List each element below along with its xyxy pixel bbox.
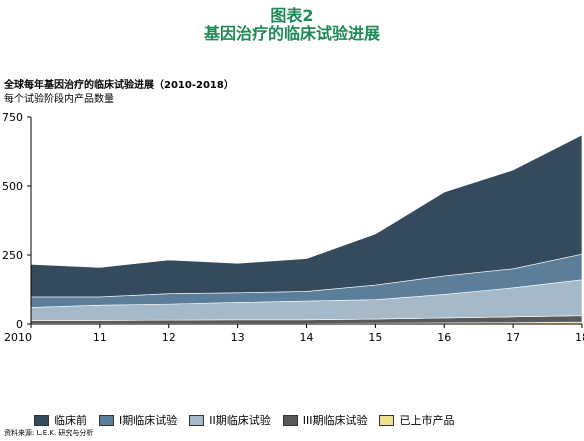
x-tick-label: 2010 <box>4 331 32 344</box>
legend-label: III期临床试验 <box>302 414 368 427</box>
y-tick-label: 500 <box>2 180 23 193</box>
x-tick-label: 13 <box>231 331 245 344</box>
legend-label: 临床前 <box>54 414 87 427</box>
chart-subtitle: 每个试验阶段内产品数量 <box>4 94 114 105</box>
x-tick-label: 12 <box>162 331 176 344</box>
legend-label: 已上市产品 <box>399 414 455 427</box>
x-tick-label: 14 <box>300 331 314 344</box>
figure-title: 基因治疗的临床试验进展 <box>203 24 380 43</box>
legend-item: 已上市产品 <box>379 412 454 428</box>
legend-item: II期临床试验 <box>189 412 271 428</box>
legend-item: III期临床试验 <box>282 412 368 428</box>
legend-item: I期临床试验 <box>99 412 177 428</box>
legend-swatch <box>99 414 114 426</box>
legend-swatch <box>34 414 49 426</box>
chart-legend: 临床前 I期临床试验 II期临床试验 III期临床试验 已上市产品 <box>34 412 466 428</box>
x-tick-label: 15 <box>368 331 382 344</box>
legend-label: II期临床试验 <box>209 414 271 427</box>
x-tick-label: 16 <box>437 331 451 344</box>
legend-swatch <box>379 414 395 426</box>
y-tick-label: 250 <box>2 249 23 262</box>
x-tick-label: 18 <box>575 331 584 344</box>
figure-number: 图表2 <box>270 6 314 25</box>
legend-swatch <box>282 414 298 426</box>
legend-item: 临床前 <box>34 412 87 428</box>
x-tick-label: 11 <box>93 331 107 344</box>
y-tick-label: 750 <box>2 111 23 124</box>
legend-label: I期临床试验 <box>119 414 178 427</box>
x-tick-label: 17 <box>506 331 520 344</box>
y-tick-label: 0 <box>16 318 23 331</box>
source-note: 资料来源: L.E.K. 研究与分析 <box>4 429 94 437</box>
legend-swatch <box>189 414 205 426</box>
chart-title: 全球每年基因治疗的临床试验进展（2010-2018） <box>4 80 234 91</box>
area-series-4 <box>30 134 583 298</box>
